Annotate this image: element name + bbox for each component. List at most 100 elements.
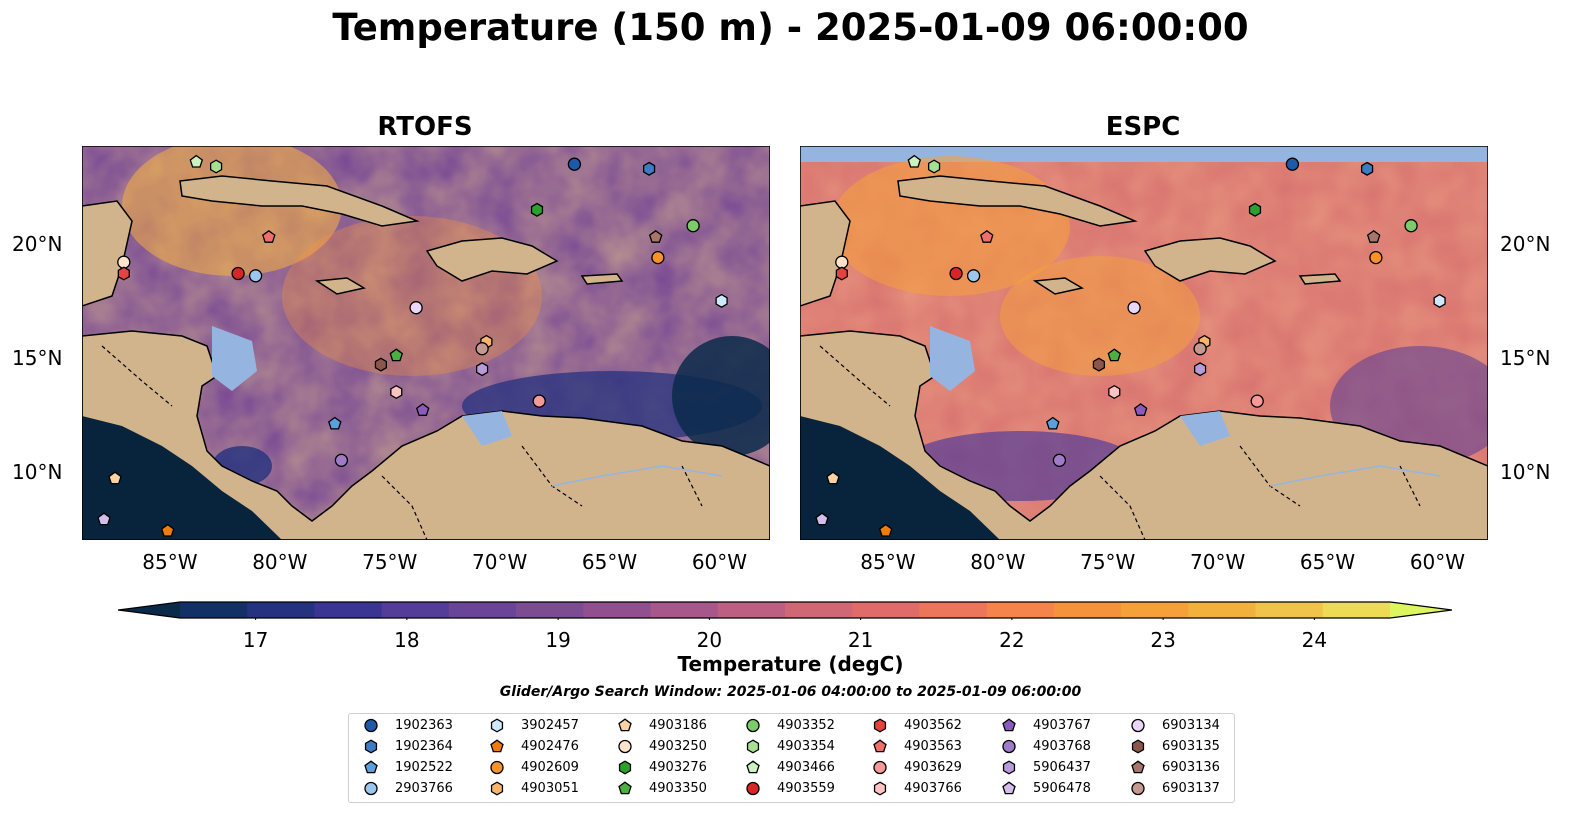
legend-label: 4902609 <box>521 760 579 775</box>
float-marker-4903766 <box>390 384 403 400</box>
circle-marker-icon <box>746 781 760 796</box>
legend-label: 6903135 <box>1162 739 1220 754</box>
lon-tick-label: 65°W <box>1299 550 1356 574</box>
legend-item-5906437: 5906437 <box>997 757 1091 778</box>
map-panel-espc[interactable] <box>800 146 1488 540</box>
pentagon-marker-icon <box>618 781 632 795</box>
float-marker-1902364 <box>642 161 656 176</box>
float-marker-4903466 <box>907 154 922 168</box>
lon-tick-label: 85°W <box>142 550 198 574</box>
float-marker-3902457 <box>715 293 728 308</box>
legend-label: 4903051 <box>521 781 579 796</box>
hexagon-marker-icon <box>746 739 760 754</box>
legend-label: 1902522 <box>395 760 453 775</box>
legend-item-2903766: 2903766 <box>359 778 453 799</box>
legend-label: 6903137 <box>1162 781 1220 796</box>
pentagon-marker-icon <box>364 760 378 774</box>
float-marker-4903563 <box>980 229 994 243</box>
legend-item-4903768: 4903768 <box>997 736 1091 757</box>
lon-tick-label: 70°W <box>1190 550 1246 574</box>
hexagon-marker-icon <box>618 760 632 775</box>
float-marker-1902363 <box>1285 157 1300 171</box>
float-marker-5906478 <box>97 512 111 526</box>
legend-label: 1902363 <box>395 718 453 733</box>
lon-tick-label: 75°W <box>1080 550 1136 574</box>
legend-label: 3902457 <box>521 718 579 733</box>
cold-anomaly <box>672 336 770 456</box>
float-marker-4903352 <box>1404 219 1418 233</box>
float-marker-5906437 <box>475 362 489 377</box>
legend-label: 4903562 <box>904 718 962 733</box>
float-marker-2903766 <box>966 269 981 283</box>
figure-title: Temperature (150 m) - 2025-01-09 06:00:0… <box>332 6 1249 49</box>
colorbar-tick-label: 24 <box>1301 628 1328 652</box>
legend-item-4903766: 4903766 <box>868 778 962 799</box>
lat-tick-label: 10°N <box>1500 459 1551 484</box>
float-marker-4903629 <box>532 394 546 408</box>
float-marker-4903186 <box>826 471 840 485</box>
legend-item-4902609: 4902609 <box>485 757 579 778</box>
float-marker-6903137 <box>475 342 489 356</box>
colorbar <box>118 601 1452 620</box>
colorbar-bin <box>1121 602 1189 618</box>
colorbar-bin <box>180 602 248 618</box>
float-marker-6903135 <box>374 357 388 372</box>
legend-item-1902522: 1902522 <box>359 757 453 778</box>
float-marker-1902522 <box>1046 416 1060 430</box>
lon-tick-label: 65°W <box>581 550 638 574</box>
legend-item-4903250: 4903250 <box>613 736 707 757</box>
float-markers <box>97 154 728 537</box>
colorbar-extend-low <box>118 602 180 618</box>
rivers <box>1269 465 1441 487</box>
colorbar-bin <box>448 602 517 618</box>
warm-anomaly <box>122 146 342 276</box>
float-marker-4903767 <box>1133 403 1148 416</box>
circle-marker-icon <box>364 718 378 733</box>
circle-marker-icon <box>364 781 378 796</box>
lon-tick-label: 75°W <box>362 550 418 574</box>
lon-tick-label: 80°W <box>970 550 1026 574</box>
colorbar-tick-label: 17 <box>242 628 269 652</box>
legend-item-6903134: 6903134 <box>1126 715 1220 736</box>
land-masses <box>82 175 770 540</box>
colorbar-bin <box>381 602 450 618</box>
lat-tick-label: 15°N <box>1500 345 1551 370</box>
colorbar-bin <box>1188 602 1257 618</box>
circle-marker-icon <box>746 718 760 733</box>
float-marker-4903768 <box>1052 453 1067 467</box>
lat-tick-label: 10°N <box>12 459 63 484</box>
colorbar-bin <box>1053 602 1122 618</box>
hexagon-marker-icon <box>490 718 504 733</box>
pacific-region <box>800 416 1000 540</box>
map-panel-rtofs[interactable] <box>82 146 770 540</box>
legend-label: 6903134 <box>1162 718 1220 733</box>
legend-item-1902363: 1902363 <box>359 715 453 736</box>
colorbar-tick-label: 21 <box>847 628 874 652</box>
legend-item-4903629: 4903629 <box>868 757 962 778</box>
legend-item-4903563: 4903563 <box>868 736 962 757</box>
legend-label: 4903250 <box>649 739 707 754</box>
legend-item-4903354: 4903354 <box>741 736 835 757</box>
float-marker-6903134 <box>1127 301 1141 315</box>
float-marker-4902609 <box>1369 250 1383 265</box>
float-marker-4903559 <box>949 266 963 281</box>
float-marker-4903354 <box>927 159 941 174</box>
legend-label: 4903350 <box>649 781 707 796</box>
float-marker-4903766 <box>1108 384 1121 400</box>
float-marker-4902609 <box>651 250 665 265</box>
colorbar-bin <box>583 602 652 618</box>
float-legend: 1902363 1902364 1902522 2903766 3902457 49024… <box>348 713 1235 803</box>
lon-tick-label: 60°W <box>1409 550 1466 574</box>
legend-label: 4903563 <box>904 739 962 754</box>
lat-tick-label: 20°N <box>12 231 63 256</box>
panel-title-espc: ESPC <box>1105 112 1181 142</box>
float-marker-6903135 <box>1092 357 1106 372</box>
colorbar-tick-label: 23 <box>1150 628 1176 652</box>
lon-tick-label: 70°W <box>472 550 528 574</box>
legend-label: 4903629 <box>904 760 962 775</box>
legend-label: 4903767 <box>1033 718 1091 733</box>
float-marker-4903276 <box>530 202 544 217</box>
float-marker-4903629 <box>1250 394 1264 408</box>
legend-label: 4902476 <box>521 739 579 754</box>
legend-label: 4903559 <box>777 781 835 796</box>
